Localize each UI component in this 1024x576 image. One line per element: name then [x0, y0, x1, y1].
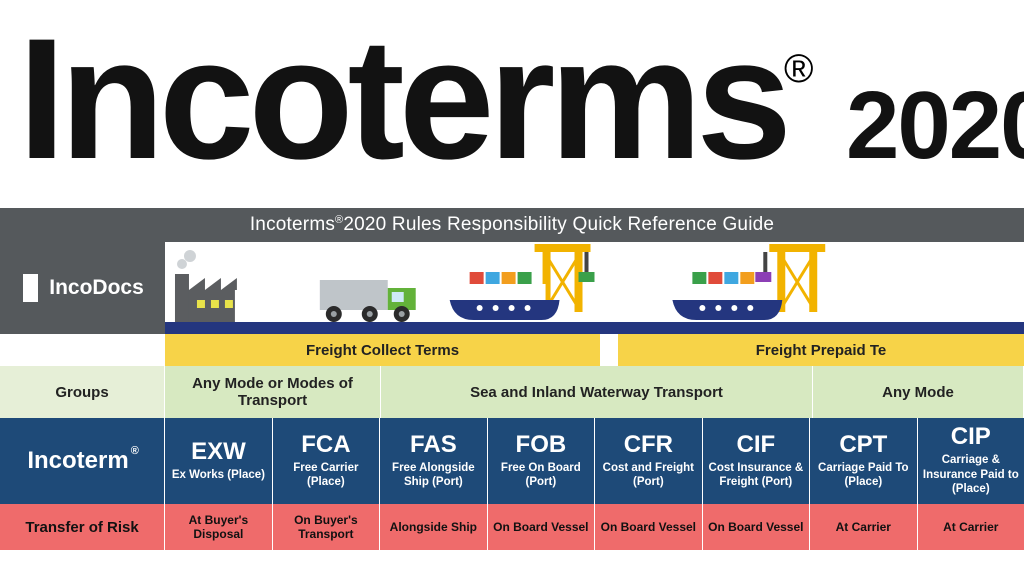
- illustration-strip: IncoDocs: [0, 242, 1024, 334]
- incoterm-label-text: Incoterm: [27, 447, 128, 475]
- subtitle-before: Incoterms: [250, 214, 335, 235]
- incoterm-desc: Cost Insurance & Freight (Port): [705, 461, 807, 490]
- incoterm-code: FOB: [516, 433, 567, 457]
- risk-cell: On Board Vessel: [594, 504, 701, 550]
- freight-spacer: [0, 334, 165, 366]
- incoterm-cell-cif: CIF Cost Insurance & Freight (Port): [702, 418, 809, 504]
- freight-gap: [600, 334, 618, 366]
- incoterm-code: CIF: [737, 433, 776, 457]
- registered-mark-icon: ®: [335, 214, 343, 226]
- incoterm-code: EXW: [191, 440, 246, 464]
- incoterm-desc: Free Alongside Ship (Port): [382, 461, 484, 490]
- incoterm-desc: Free On Board (Port): [490, 461, 592, 490]
- hero-title: Incoterms® 2020: [0, 0, 1024, 208]
- risk-cell: On Board Vessel: [487, 504, 594, 550]
- incoterm-row: Incoterm® EXW Ex Works (Place) FCA Free …: [0, 418, 1024, 504]
- freight-prepaid-label: Freight Prepaid Te: [618, 334, 1024, 366]
- truck-icon: [320, 280, 416, 322]
- incoterm-code: CIP: [951, 425, 991, 449]
- groups-sea: Sea and Inland Waterway Transport: [381, 366, 813, 418]
- risk-row-label: Transfer of Risk: [0, 504, 164, 550]
- incoterm-desc: Free Carrier (Place): [275, 461, 377, 490]
- incoterm-cell-fas: FAS Free Alongside Ship (Port): [379, 418, 486, 504]
- freight-bar: Freight Collect Terms Freight Prepaid Te: [0, 334, 1024, 366]
- incoterm-cell-fca: FCA Free Carrier (Place): [272, 418, 379, 504]
- incoterm-cell-fob: FOB Free On Board (Port): [487, 418, 594, 504]
- subtitle-bar: Incoterms®2020 Rules Responsibility Quic…: [0, 208, 1024, 242]
- factory-icon: [175, 250, 237, 322]
- incoterm-code: FAS: [410, 433, 457, 457]
- incoterm-cell-exw: EXW Ex Works (Place): [164, 418, 271, 504]
- document-icon: [21, 274, 41, 302]
- supply-chain-illustration: [165, 242, 1024, 334]
- subtitle-after: 2020 Rules Responsibility Quick Referenc…: [343, 214, 774, 235]
- incoterm-cell-cfr: CFR Cost and Freight (Port): [594, 418, 701, 504]
- risk-row: Transfer of Risk At Buyer's Disposal On …: [0, 504, 1024, 550]
- groups-any-mode2: Any Mode: [813, 366, 1024, 418]
- incoterm-desc: Ex Works (Place): [172, 468, 265, 482]
- incoterm-code: FCA: [301, 433, 350, 457]
- groups-row: Groups Any Mode or Modes of Transport Se…: [0, 366, 1024, 418]
- hero-word: Incoterms: [18, 0, 786, 198]
- registered-mark-icon: ®: [784, 47, 813, 91]
- risk-cell: On Board Vessel: [702, 504, 809, 550]
- incodocs-logo-text: IncoDocs: [49, 276, 144, 300]
- incoterm-desc: Carriage & Insurance Paid to (Place): [920, 453, 1022, 496]
- risk-cell: Alongside Ship: [379, 504, 486, 550]
- risk-cell: At Carrier: [917, 504, 1024, 550]
- incodocs-logo: IncoDocs: [0, 242, 165, 334]
- incoterm-row-label: Incoterm®: [0, 418, 164, 504]
- incoterm-desc: Carriage Paid To (Place): [812, 461, 914, 490]
- hero-year: 2020: [846, 71, 1024, 181]
- freight-collect-label: Freight Collect Terms: [165, 334, 600, 366]
- risk-cell: On Buyer's Transport: [272, 504, 379, 550]
- incoterm-code: CFR: [624, 433, 673, 457]
- groups-any-mode: Any Mode or Modes of Transport: [165, 366, 381, 418]
- risk-cell: At Carrier: [809, 504, 916, 550]
- incoterm-cell-cip: CIP Carriage & Insurance Paid to (Place): [917, 418, 1024, 504]
- ground-bar: [165, 322, 1024, 334]
- incoterm-desc: Cost and Freight (Port): [597, 461, 699, 490]
- registered-mark-icon: ®: [131, 445, 139, 457]
- groups-label: Groups: [0, 366, 165, 418]
- incoterm-code: CPT: [839, 433, 887, 457]
- incoterm-cell-cpt: CPT Carriage Paid To (Place): [809, 418, 916, 504]
- risk-cell: At Buyer's Disposal: [164, 504, 271, 550]
